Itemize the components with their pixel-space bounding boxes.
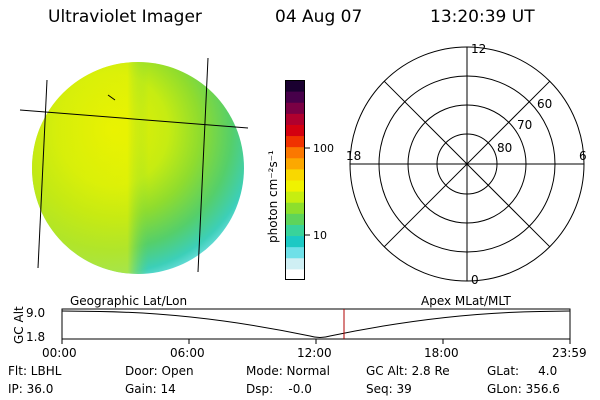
timeline-axis-title: GC Alt — [12, 306, 26, 344]
colorbar-frame — [285, 80, 305, 280]
colorbar-segment — [285, 124, 305, 137]
geographic-label: Geographic Lat/Lon — [70, 294, 188, 308]
colorbar-segment — [285, 146, 305, 159]
time-label: 13:20:39 UT — [430, 7, 535, 27]
colorbar-segment — [285, 213, 305, 225]
altitude-curve — [61, 310, 571, 338]
timeline-ytick-9: 9.0 — [26, 306, 45, 320]
filter-info: Flt: LBHL — [8, 364, 62, 378]
lat-label-70: 70 — [517, 118, 532, 132]
timeline-ytick-1: 1.8 — [26, 330, 45, 344]
mlt-label-0: 0 — [471, 273, 479, 287]
mode-info: Mode: Normal — [246, 364, 330, 378]
colorbar-segment — [285, 246, 305, 259]
colorbar-label: photon cm⁻²s⁻¹ — [266, 150, 280, 243]
colorbar-segment — [285, 168, 305, 181]
colorbar-axis-label: photon cm⁻²s⁻¹ — [266, 150, 280, 243]
geo-grid-line — [37, 79, 48, 269]
colorbar-segment — [285, 80, 305, 92]
colorbar-segment — [285, 191, 305, 203]
colorbar-segment — [285, 224, 305, 237]
altitude-timeline: GC Alt 9.0 1.8 — [12, 306, 571, 344]
geo-grid-line — [19, 109, 249, 129]
colorbar-tick-100: 100 — [313, 142, 334, 155]
gc-alt-info: GC Alt: 2.8 Re — [366, 364, 450, 378]
timeline-xtick-0000: 00:00 — [42, 346, 77, 360]
colorbar-segment — [285, 180, 305, 192]
polar-plot: 12 18 6 0 60 70 80 — [346, 42, 587, 287]
apex-label: Apex MLat/MLT — [421, 294, 511, 308]
glat-info: GLat: 4.0 — [487, 364, 558, 378]
mlt-label-12: 12 — [471, 42, 486, 56]
colorbar-segment — [285, 102, 305, 114]
colorbar-segment — [285, 268, 305, 281]
glon-info: GLon: 356.6 — [487, 382, 560, 396]
colorbar — [285, 80, 305, 281]
lat-label-60: 60 — [537, 97, 552, 111]
geo-grid-line — [197, 57, 209, 273]
colorbar-segment — [285, 202, 305, 214]
colorbar-segment — [285, 257, 305, 270]
seq-info: Seq: 39 — [366, 382, 412, 396]
timeline-xtick-1200: 12:00 — [297, 346, 332, 360]
colorbar-segment — [285, 135, 305, 148]
door-info: Door: Open — [125, 364, 194, 378]
colorbar-segment — [285, 235, 305, 248]
geo-grid-line — [107, 94, 116, 101]
timeline-xtick-2359: 23:59 — [552, 346, 587, 360]
colorbar-segment — [285, 91, 305, 103]
colorbar-tick-10: 10 — [313, 229, 327, 242]
lat-label-80: 80 — [497, 141, 512, 155]
colorbar-scale — [285, 80, 305, 281]
dsp-info: Dsp: -0.0 — [246, 382, 312, 396]
gain-info: Gain: 14 — [125, 382, 176, 396]
colorbar-segment — [285, 157, 305, 170]
polar-diagonal — [383, 80, 551, 248]
ip-info: IP: 36.0 — [8, 382, 54, 396]
instrument-title: Ultraviolet Imager — [48, 7, 202, 27]
colorbar-segment — [285, 113, 305, 125]
earth-disk-image — [19, 57, 249, 274]
date-label: 04 Aug 07 — [275, 7, 363, 27]
mlt-label-6: 6 — [579, 149, 587, 163]
mlt-label-18: 18 — [346, 149, 361, 163]
colorbar-ticks: 100 10 — [305, 142, 334, 242]
timeline-xtick-0600: 06:00 — [170, 346, 205, 360]
timeline-xtick-1800: 18:00 — [424, 346, 459, 360]
